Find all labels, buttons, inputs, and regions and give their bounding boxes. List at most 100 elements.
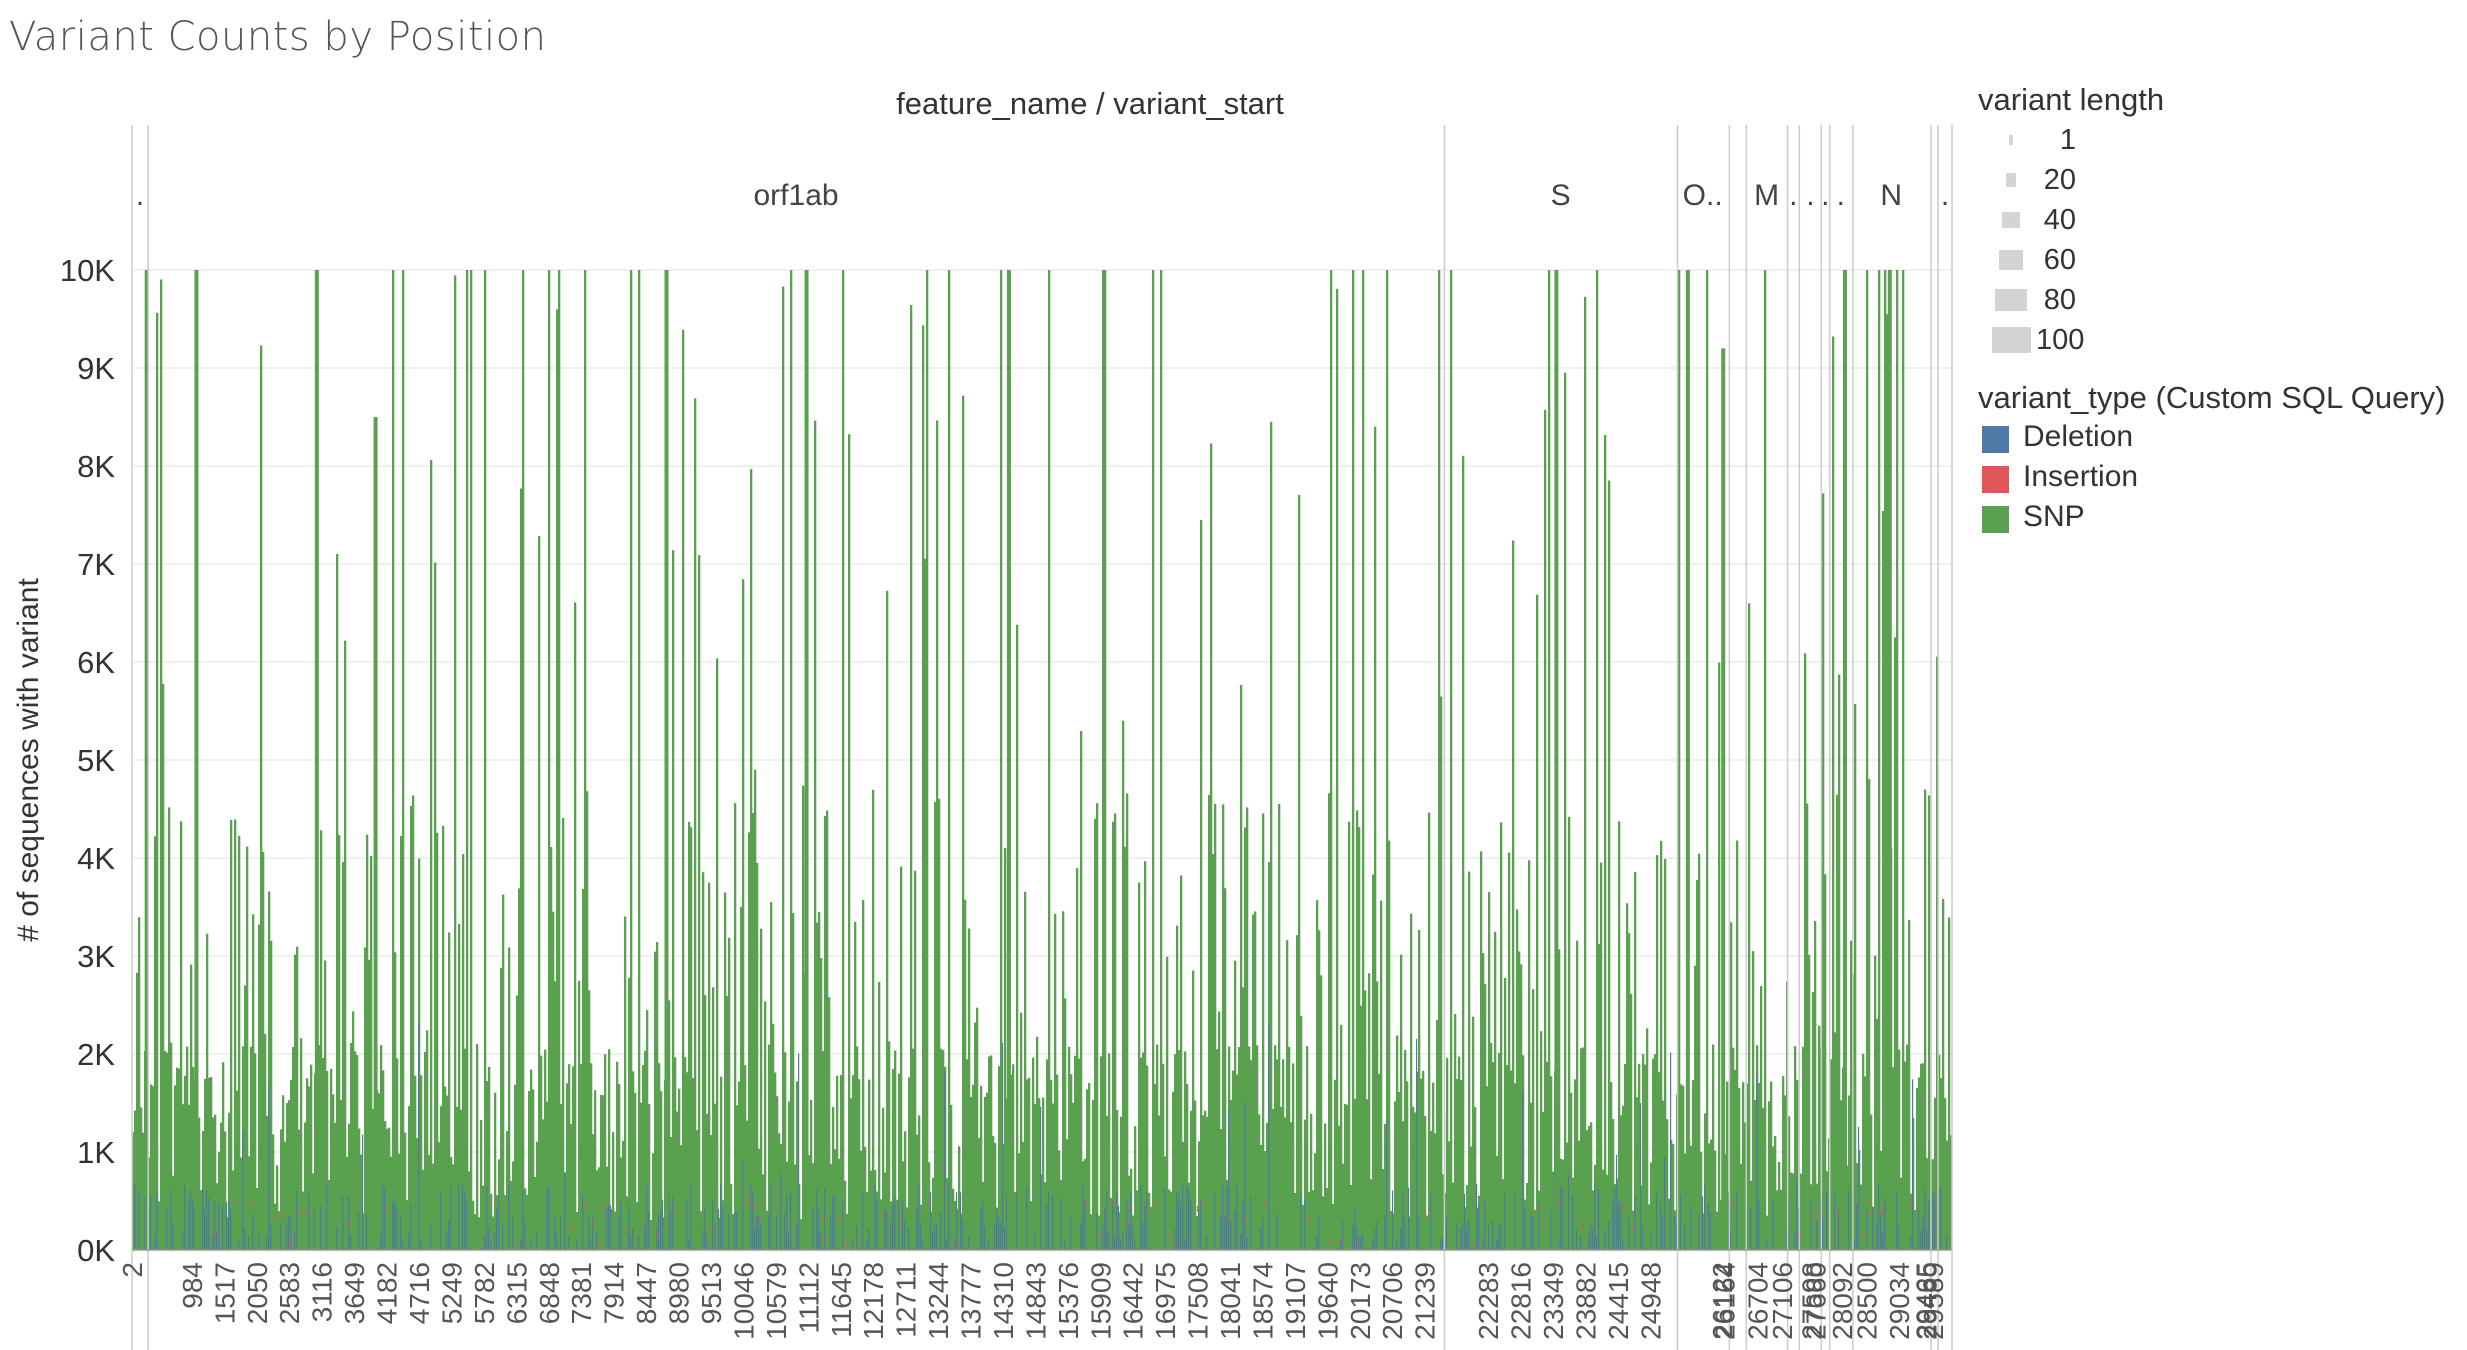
bar-snp (494, 1092, 497, 1250)
bar-snp (484, 270, 487, 1250)
bar-deletion (816, 1189, 818, 1250)
bar-deletion (1750, 1207, 1752, 1250)
bar-snp (990, 1055, 993, 1250)
bar-deletion (718, 1208, 720, 1250)
bar-snp (1648, 1204, 1651, 1250)
bar-deletion (948, 1184, 950, 1250)
bar-snp (1322, 1196, 1325, 1250)
bar-snp (1052, 1103, 1055, 1250)
bar-snp (1532, 989, 1535, 1250)
x-tick-label: 11112 (793, 1262, 824, 1334)
bar-insertion (603, 1205, 604, 1212)
bar-deletion (154, 1237, 156, 1250)
bar-snp (818, 912, 821, 1250)
bar-snp (1390, 1210, 1393, 1250)
bar-deletion (1940, 1186, 1942, 1250)
bar-deletion (1128, 1224, 1130, 1250)
bar-deletion (1418, 1217, 1420, 1250)
bar-snp (998, 1066, 1001, 1250)
bar-snp (1518, 951, 1521, 1250)
bar-deletion (286, 1223, 288, 1250)
bar-snp (714, 1103, 717, 1250)
bar-deletion (396, 1208, 398, 1250)
bar-deletion (1532, 1215, 1534, 1250)
bar-deletion (1214, 1194, 1216, 1250)
bar-snp (644, 1050, 647, 1250)
bar-insertion (1101, 1229, 1102, 1236)
bar-deletion (1120, 1241, 1122, 1250)
bar-snp (1332, 1203, 1335, 1250)
bar-snp (392, 270, 395, 1250)
bar-snp (1512, 540, 1515, 1250)
bar-deletion (1476, 1183, 1478, 1250)
bar-snp (1474, 1107, 1477, 1250)
bar-snp (612, 1132, 615, 1250)
bar-snp (1076, 868, 1079, 1250)
bar-insertion (901, 1222, 902, 1229)
bar-snp (516, 995, 519, 1250)
bar-deletion (1106, 1191, 1108, 1250)
bar-snp (402, 270, 405, 1250)
bar-deletion (462, 1184, 464, 1250)
bar-snp (1458, 1056, 1461, 1250)
bar-snp (1410, 913, 1413, 1250)
x-tick-label: 5782 (469, 1262, 500, 1324)
bar-deletion (688, 1240, 690, 1250)
bar-snp (1586, 1130, 1589, 1250)
bar-peak (1006, 270, 1011, 1250)
bar-snp (586, 791, 589, 1250)
bar-deletion (1880, 1213, 1882, 1250)
bar-deletion (1918, 1208, 1920, 1250)
bar-snp (810, 1099, 813, 1250)
bar-snp (136, 972, 139, 1250)
bar-snp (1578, 1140, 1581, 1250)
bar-snp (1184, 1051, 1187, 1250)
bar-snp (520, 488, 523, 1250)
x-tick-label: 12711 (891, 1262, 922, 1338)
size-legend-label: 100 (2036, 324, 2085, 356)
bar-deletion (380, 1234, 382, 1250)
bar-deletion (934, 1225, 936, 1250)
bar-snp (390, 1156, 393, 1250)
bar-peak (373, 417, 378, 1250)
bar-deletion (188, 1201, 190, 1250)
bar-snp (380, 1044, 383, 1250)
bar-snp (1460, 1080, 1463, 1250)
bar-insertion (1357, 1241, 1358, 1248)
bar-snp (1862, 1053, 1865, 1250)
bar-insertion (1265, 1199, 1266, 1206)
bar-snp (280, 1129, 283, 1250)
bar-deletion (908, 1228, 910, 1250)
bar-snp (954, 1201, 957, 1250)
bar-deletion (508, 1184, 510, 1250)
bar-snp (358, 1128, 361, 1250)
bar-snp (1246, 807, 1249, 1250)
bar-snp (420, 1075, 423, 1250)
bar-deletion (824, 1187, 826, 1250)
bar-deletion (1230, 1221, 1232, 1250)
bar-snp (742, 579, 745, 1250)
bar-deletion (874, 1185, 876, 1250)
bar-snp (1166, 956, 1169, 1250)
bar-snp (1278, 803, 1281, 1250)
bar-snp (1894, 637, 1897, 1250)
bar-deletion (1498, 1226, 1500, 1250)
bar-snp (1708, 1143, 1711, 1250)
bar-snp (1070, 1074, 1073, 1250)
bar-deletion (898, 1201, 900, 1250)
bar-snp (580, 1064, 583, 1250)
bar-insertion (571, 1224, 572, 1231)
bar-deletion (134, 1184, 136, 1250)
bar-snp (654, 951, 657, 1250)
bar-snp (1012, 1064, 1015, 1250)
bar-snp (366, 834, 369, 1250)
bar-snp (824, 815, 827, 1250)
bar-snp (1142, 1052, 1145, 1250)
bar-snp (1502, 1179, 1505, 1250)
bar-snp (1748, 603, 1751, 1250)
bar-snp (294, 954, 297, 1250)
bar-snp (258, 924, 261, 1250)
bar-snp (536, 1141, 539, 1250)
bar-snp (1348, 821, 1351, 1250)
bar-deletion (1362, 1233, 1364, 1250)
